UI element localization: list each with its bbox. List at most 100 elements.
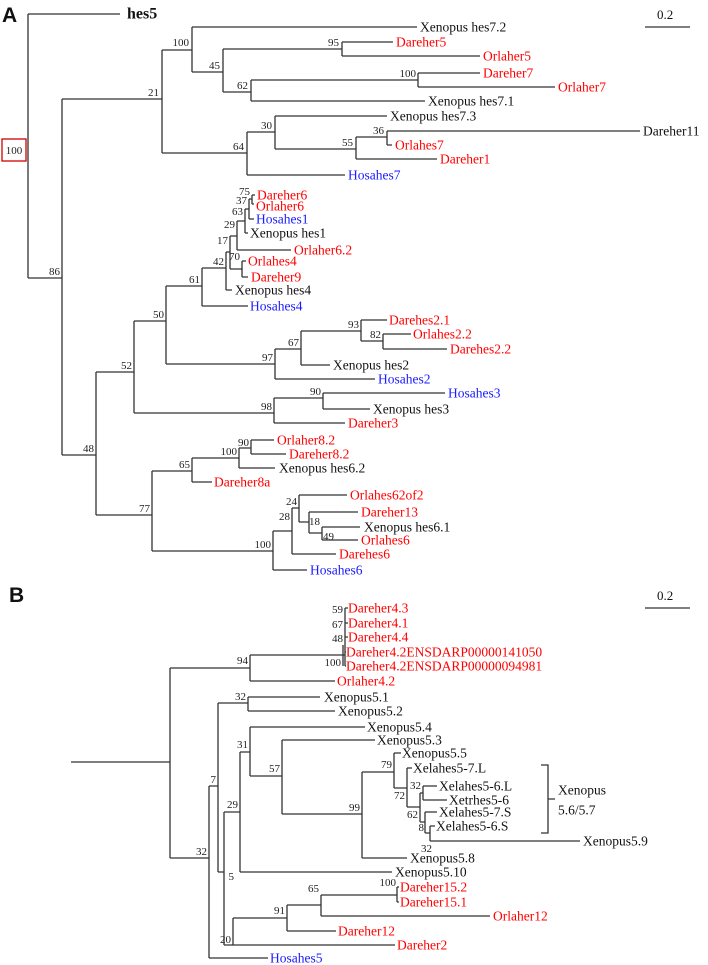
- panel-a: A 0.2 100 hes5: [1, 4, 699, 578]
- branch: [281, 739, 375, 815]
- support-value: 77: [139, 503, 151, 515]
- leaf-label: Xenopus hes1: [250, 226, 326, 241]
- support-value: 65: [179, 459, 191, 471]
- branch: [274, 348, 375, 380]
- leaf-label: Xenopus5.2: [338, 704, 403, 719]
- leaf-label: Orlaher12: [493, 909, 548, 924]
- support-value: 100: [255, 539, 272, 551]
- leaf-label: Xenopus hes6.2: [279, 461, 365, 476]
- leaf-label: Hosahes5: [270, 951, 323, 965]
- leaf-label: Xelahes5-6.L: [439, 779, 512, 794]
- leaf-label: Xenopus5.5: [402, 746, 467, 761]
- support-value: 64: [233, 141, 245, 153]
- branch: [232, 917, 395, 946]
- leaf-label: Dareher3: [348, 416, 398, 431]
- leaf-label: Orlahes4: [248, 254, 297, 269]
- branch: [229, 235, 242, 270]
- panel-b: B 0.2 Xen: [9, 584, 690, 965]
- leaf-label: Dareher5: [396, 35, 446, 50]
- support-value: 48: [83, 443, 95, 455]
- leaf-label: Dareher4.2ENSDARP00000094981: [346, 659, 542, 674]
- leaf-label: Dareher8a: [214, 475, 270, 490]
- branch: [386, 130, 640, 146]
- support-value: 32: [235, 691, 246, 703]
- branch: [424, 811, 437, 834]
- leaf-label: Xenopus5.4: [367, 720, 432, 735]
- branch: [250, 79, 425, 102]
- leaf-label: Xelahes5-7.L: [413, 761, 486, 776]
- bracket-label-line2: 5.6/5.7: [558, 803, 596, 818]
- support-value: 94: [237, 655, 249, 667]
- leaf-label: Orlaher6: [256, 199, 304, 214]
- support-value: 32: [410, 780, 421, 792]
- leaf-label: Xenopus hes7.3: [390, 109, 476, 124]
- highlight-box: [1, 138, 27, 162]
- leaf-label: Dareher15.2: [400, 880, 467, 895]
- support-value: 65: [308, 883, 320, 895]
- leaf-label: Hosahes7: [348, 168, 401, 183]
- leaf-label: Dareher15.1: [400, 895, 467, 910]
- support-value: 32: [421, 843, 432, 855]
- support-value: 37: [236, 195, 248, 207]
- leaf-label: Hosahes4: [250, 299, 303, 314]
- branch: [274, 115, 387, 150]
- branch: [217, 702, 248, 873]
- branch: [300, 330, 361, 366]
- support-value: 72: [394, 790, 405, 802]
- clade-bracket: [541, 764, 555, 834]
- support-value: 30: [261, 120, 273, 132]
- leaf-label: Orlaher5: [483, 49, 531, 64]
- support-value: 82: [370, 329, 381, 341]
- support-value: 50: [153, 309, 165, 321]
- support-values-b: 59 67 48 100 94 32 31 57 79 72 32 62 8 3…: [196, 604, 432, 946]
- panel-b-letter: B: [9, 584, 24, 607]
- branch: [165, 285, 275, 365]
- branch: [247, 696, 335, 712]
- panel-a-letter: A: [2, 4, 17, 27]
- leaf-label: Dareher7: [483, 66, 533, 81]
- branch: [298, 494, 347, 523]
- support-value: 100: [400, 68, 417, 80]
- leaf-label: Dareher2: [397, 938, 447, 953]
- support-value: 45: [209, 60, 221, 72]
- branch: [417, 72, 555, 88]
- branch: [341, 41, 480, 57]
- branch: [342, 607, 348, 667]
- support-value: 70: [229, 251, 241, 263]
- leaf-label: Xenopus5.9: [583, 834, 648, 849]
- branch: [151, 470, 273, 552]
- support-value: 79: [381, 759, 393, 771]
- leaf-label: Dareher4.4: [348, 630, 409, 645]
- support-value: 90: [238, 437, 250, 449]
- leaf-label: Orlaher8.2: [277, 433, 335, 448]
- branch: [61, 98, 162, 455]
- branch: [191, 26, 417, 73]
- branch: [191, 457, 239, 483]
- branch: [222, 48, 342, 93]
- leaf-label: Xenopus5.3: [377, 733, 442, 748]
- leaf-label: Xenopus5.1: [324, 690, 389, 705]
- branch: [250, 439, 286, 455]
- leaf-label: Darehes2.1: [389, 313, 450, 328]
- scale-bar-label: 0.2: [657, 7, 673, 22]
- leaf-label: Orlaher7: [558, 80, 606, 95]
- branch: [308, 511, 358, 534]
- branch: [393, 752, 407, 789]
- branch: [133, 320, 274, 414]
- support-value: 63: [232, 206, 244, 218]
- support-value: 28: [279, 511, 291, 523]
- support-value: 95: [328, 37, 340, 49]
- leaf-label: Hosahes6: [310, 563, 363, 578]
- leaf-label: Hosahes1: [256, 212, 309, 227]
- support-value: 24: [286, 496, 298, 508]
- support-value: 90: [310, 386, 322, 398]
- branch: [286, 904, 336, 932]
- support-value: 59: [332, 604, 344, 616]
- branch: [161, 49, 247, 154]
- branch: [244, 208, 249, 234]
- leaf-label: Xenopus hes6.1: [364, 520, 450, 535]
- support-value: 42: [213, 256, 224, 268]
- support-value: 62: [407, 809, 418, 821]
- leaf-label: Orlaher6.2: [294, 243, 352, 258]
- support-value: 8: [419, 822, 425, 834]
